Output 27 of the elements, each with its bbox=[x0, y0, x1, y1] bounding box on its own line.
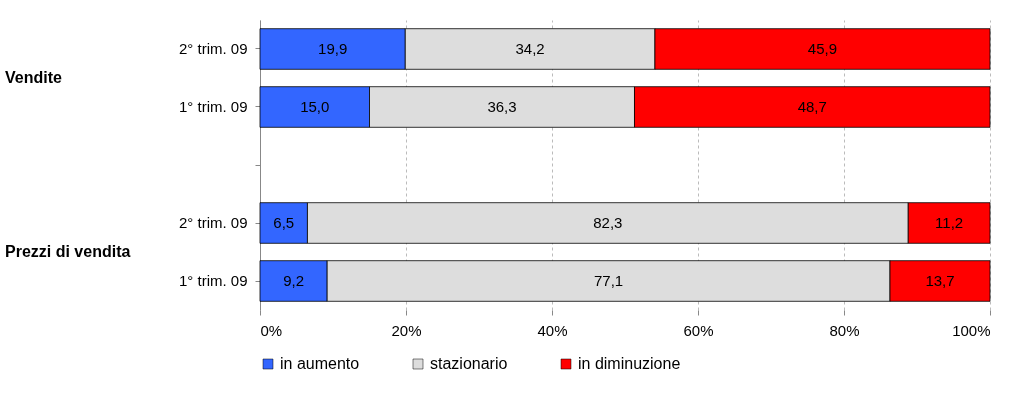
data-label: 82,3 bbox=[593, 214, 623, 231]
legend-label: in aumento bbox=[280, 355, 360, 372]
data-label: 13,7 bbox=[925, 272, 955, 289]
y-tick-label: 2° trim. 09 bbox=[178, 40, 248, 57]
data-label: 48,7 bbox=[797, 98, 827, 115]
text: Prezzi di vendita bbox=[5, 243, 131, 260]
legend-label: in diminuzione bbox=[578, 355, 681, 372]
data-label: 36,3 bbox=[487, 98, 517, 115]
x-tick-label: 20% bbox=[391, 321, 422, 339]
data-label: 6,5 bbox=[273, 214, 295, 231]
data-label: 9,2 bbox=[283, 272, 305, 289]
y-tick-label: 1° trim. 09 bbox=[178, 98, 248, 115]
data-label: 19,9 bbox=[318, 40, 348, 57]
x-tick-label: 60% bbox=[683, 321, 714, 339]
x-tick-label: 0% bbox=[260, 321, 283, 339]
data-label: 77,1 bbox=[593, 272, 624, 289]
x-tick-label: 80% bbox=[829, 321, 860, 339]
text: Vendite bbox=[5, 69, 63, 86]
x-tick-label: 100% bbox=[952, 321, 991, 339]
data-label: 34,2 bbox=[515, 40, 545, 57]
data-label: 45,9 bbox=[807, 40, 838, 57]
y-tick-label: 1° trim. 09 bbox=[178, 272, 248, 289]
data-label: 11,2 bbox=[935, 214, 964, 231]
y-tick-label: 2° trim. 09 bbox=[178, 214, 248, 231]
data-label: 15,0 bbox=[300, 98, 330, 115]
legend-label: stazionario bbox=[430, 355, 508, 372]
x-tick-label: 40% bbox=[537, 321, 568, 339]
